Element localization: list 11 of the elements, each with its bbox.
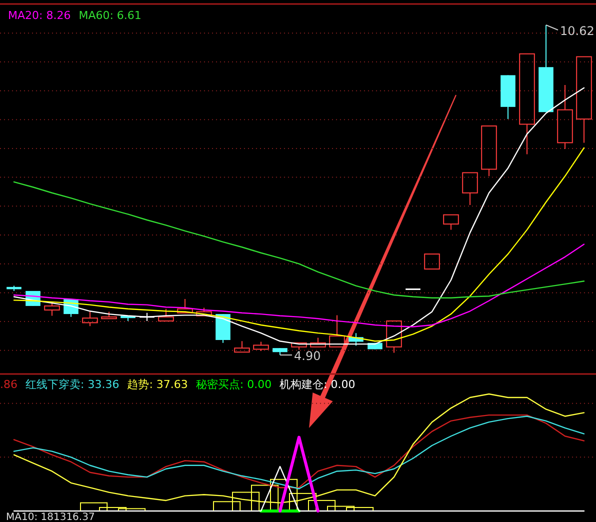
text: 秘密买点: 0.00 [196,378,272,391]
annotation: 4.90 [294,349,321,363]
text: MA60: 6.61 [78,9,142,22]
candlestick [557,84,573,150]
text: 趋势: 37.63 [127,378,188,391]
text: 机构建仓: 0.00 [280,378,356,391]
text: MA10: 181316.37 [6,512,95,522]
text: MA20: 8.26 [8,9,71,22]
annotation: 10.62 [560,24,594,38]
text: .86 [0,378,18,391]
text: 红线下穿卖: 33.36 [26,378,120,391]
